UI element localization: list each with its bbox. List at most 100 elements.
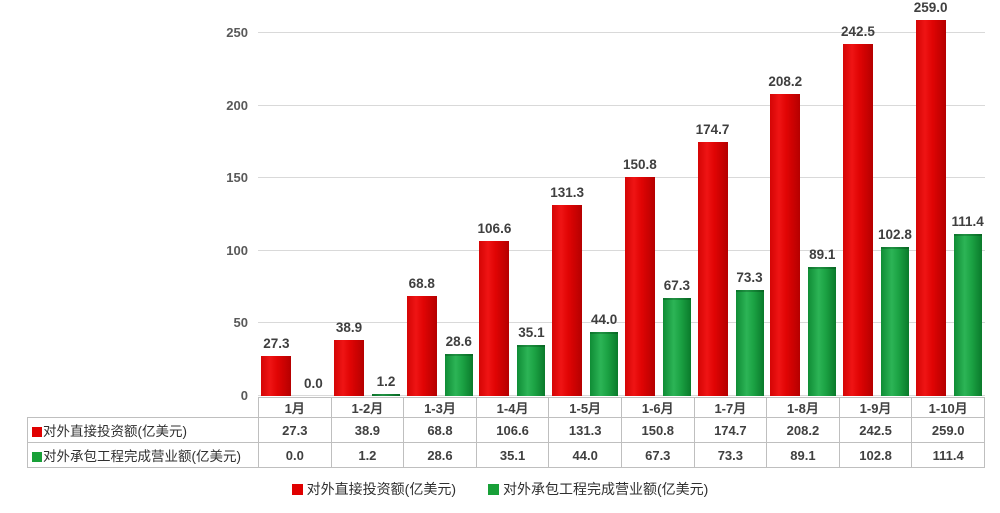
series-name: 对外直接投资额(亿美元) (43, 424, 187, 439)
bar-value-label: 174.7 (695, 122, 730, 138)
table-value-cell: 38.9 (330, 417, 405, 443)
bar-value-label: 73.3 (736, 269, 763, 285)
table-value-cell: 242.5 (838, 417, 913, 443)
bar: 259.0 (914, 0, 948, 396)
table-value-cell: 259.0 (911, 417, 985, 443)
table-header-cell: 1-4月 (475, 397, 550, 418)
table-value-cell: 102.8 (838, 442, 913, 468)
bar: 35.1 (517, 325, 546, 396)
legend-item: 对外直接投资额(亿美元) (291, 479, 456, 499)
bar: 27.3 (261, 336, 292, 396)
bar-value-label: 89.1 (809, 246, 836, 262)
legend-label: 对外承包工程完成营业额(亿美元) (503, 481, 709, 497)
table-value-cell: 27.3 (258, 417, 332, 443)
bar-value-label: 242.5 (841, 23, 875, 39)
bar: 89.1 (808, 247, 837, 396)
table-header-cell: 1-3月 (403, 397, 477, 418)
gridline (258, 177, 985, 179)
table-header-cell: 1-5月 (548, 397, 622, 418)
table-value-cell: 67.3 (620, 442, 695, 468)
bar: 1.2 (372, 374, 401, 396)
gridline (258, 32, 985, 33)
table-header-cell: 1-6月 (620, 397, 695, 418)
series-marker-icon (32, 452, 42, 462)
bar-value-label: 106.6 (477, 221, 512, 237)
bar-value-label: 150.8 (622, 157, 657, 173)
data-table: 1月 1-2月 1-3月 1-4月 1-5月 1-6月 1-7月 1-8月 1-9月 1-10月对… (27, 397, 985, 468)
bar: 68.8 (406, 276, 437, 396)
y-tick-label: 100 (226, 242, 248, 258)
table-value-cell: 35.1 (475, 442, 550, 468)
y-tick-label: 50 (233, 315, 248, 331)
table-header-cell: 1-7月 (693, 397, 768, 418)
bar-column: 174.7 73.3 (694, 33, 767, 396)
table-value-cell: 68.8 (403, 417, 477, 443)
bar-column: 259.0 111.4 (912, 0, 985, 396)
gridline (258, 322, 985, 324)
table-value-cell: 106.6 (475, 417, 550, 443)
bar: 44.0 (590, 312, 619, 396)
table-value-cell: 28.6 (403, 442, 477, 468)
bar: 28.6 (444, 334, 473, 396)
table-value-cell: 1.2 (330, 442, 405, 468)
bar-value-label: 44.0 (591, 312, 618, 328)
bar-value-label: 0.0 (303, 376, 323, 391)
table-row: 对外直接投资额(亿美元) 27.3 38.9 68.8 106.6 131.3 150.8 1… (27, 417, 985, 443)
bar: 67.3 (662, 278, 691, 396)
bar: 174.7 (696, 122, 729, 396)
gridline (258, 395, 985, 396)
y-tick-label: 150 (226, 170, 248, 186)
bar: 150.8 (623, 157, 657, 396)
table-header-cell: 1月 (258, 397, 332, 418)
bar: 102.8 (878, 227, 912, 396)
table-value-cell: 89.1 (766, 442, 840, 468)
y-axis: 0 50 100 150 200 250 (0, 25, 248, 403)
bar-value-label: 102.8 (878, 226, 912, 242)
bar-column: 106.6 35.1 (476, 33, 549, 396)
bar-column: 242.5 102.8 (840, 24, 913, 396)
bar-value-label: 131.3 (550, 185, 585, 201)
bar-column: 38.9 1.2 (331, 33, 404, 396)
table-value-cell: 150.8 (620, 417, 695, 443)
bar: 131.3 (550, 185, 584, 396)
bar-column: 208.2 89.1 (767, 33, 840, 396)
y-tick-label: 0 (240, 388, 248, 403)
bar: 208.2 (768, 74, 802, 396)
table-value-cell: 208.2 (766, 417, 840, 443)
plot-area: 27.3 0.0 38.9 1.2 68.8 28.6 106.6 35.1 131.3 44.0… (258, 0, 985, 396)
table-header-cell: 1-9月 (838, 397, 913, 418)
table-value-cell: 131.3 (548, 417, 622, 443)
bar-value-label: 27.3 (263, 336, 290, 352)
bar-value-label: 67.3 (663, 278, 690, 294)
bar-column: 27.3 0.0 (258, 33, 331, 396)
bar-column: 68.8 28.6 (403, 33, 476, 396)
legend-label: 对外直接投资额(亿美元) (306, 481, 456, 497)
table-value-cell: 44.0 (548, 442, 622, 468)
table-row-label: 对外承包工程完成营业额(亿美元) (27, 442, 259, 468)
series-name: 对外承包工程完成营业额(亿美元) (43, 449, 241, 464)
bar: 38.9 (334, 320, 365, 396)
bar-value-label: 68.8 (408, 276, 435, 292)
legend: 对外直接投资额(亿美元) 对外承包工程完成营业额(亿美元) (0, 479, 1000, 499)
legend-swatch-icon (488, 483, 499, 495)
table-header-row: 1月 1-2月 1-3月 1-4月 1-5月 1-6月 1-7月 1-8月 1-9月 1-10月 (28, 397, 985, 418)
bar-column: 150.8 67.3 (622, 33, 695, 396)
bar-value-label: 208.2 (768, 73, 803, 89)
bar-value-label: 1.2 (376, 374, 396, 390)
table-corner-cell (28, 398, 259, 418)
series-marker-icon (32, 427, 42, 437)
bar-value-label: 28.6 (445, 334, 472, 350)
table-value-cell: 174.7 (693, 417, 768, 443)
gridline (258, 104, 985, 106)
table-value-cell: 73.3 (693, 442, 768, 468)
gridline (258, 249, 985, 251)
y-tick-label: 250 (226, 25, 248, 40)
bar: 106.6 (478, 221, 511, 396)
bar-value-label: 38.9 (335, 319, 363, 335)
bar-value-label: 35.1 (518, 325, 545, 341)
table-row-label: 对外直接投资额(亿美元) (27, 417, 259, 443)
bar: 111.4 (951, 214, 984, 396)
bar-value-label: 259.0 (913, 0, 948, 15)
y-tick-label: 200 (226, 97, 248, 113)
